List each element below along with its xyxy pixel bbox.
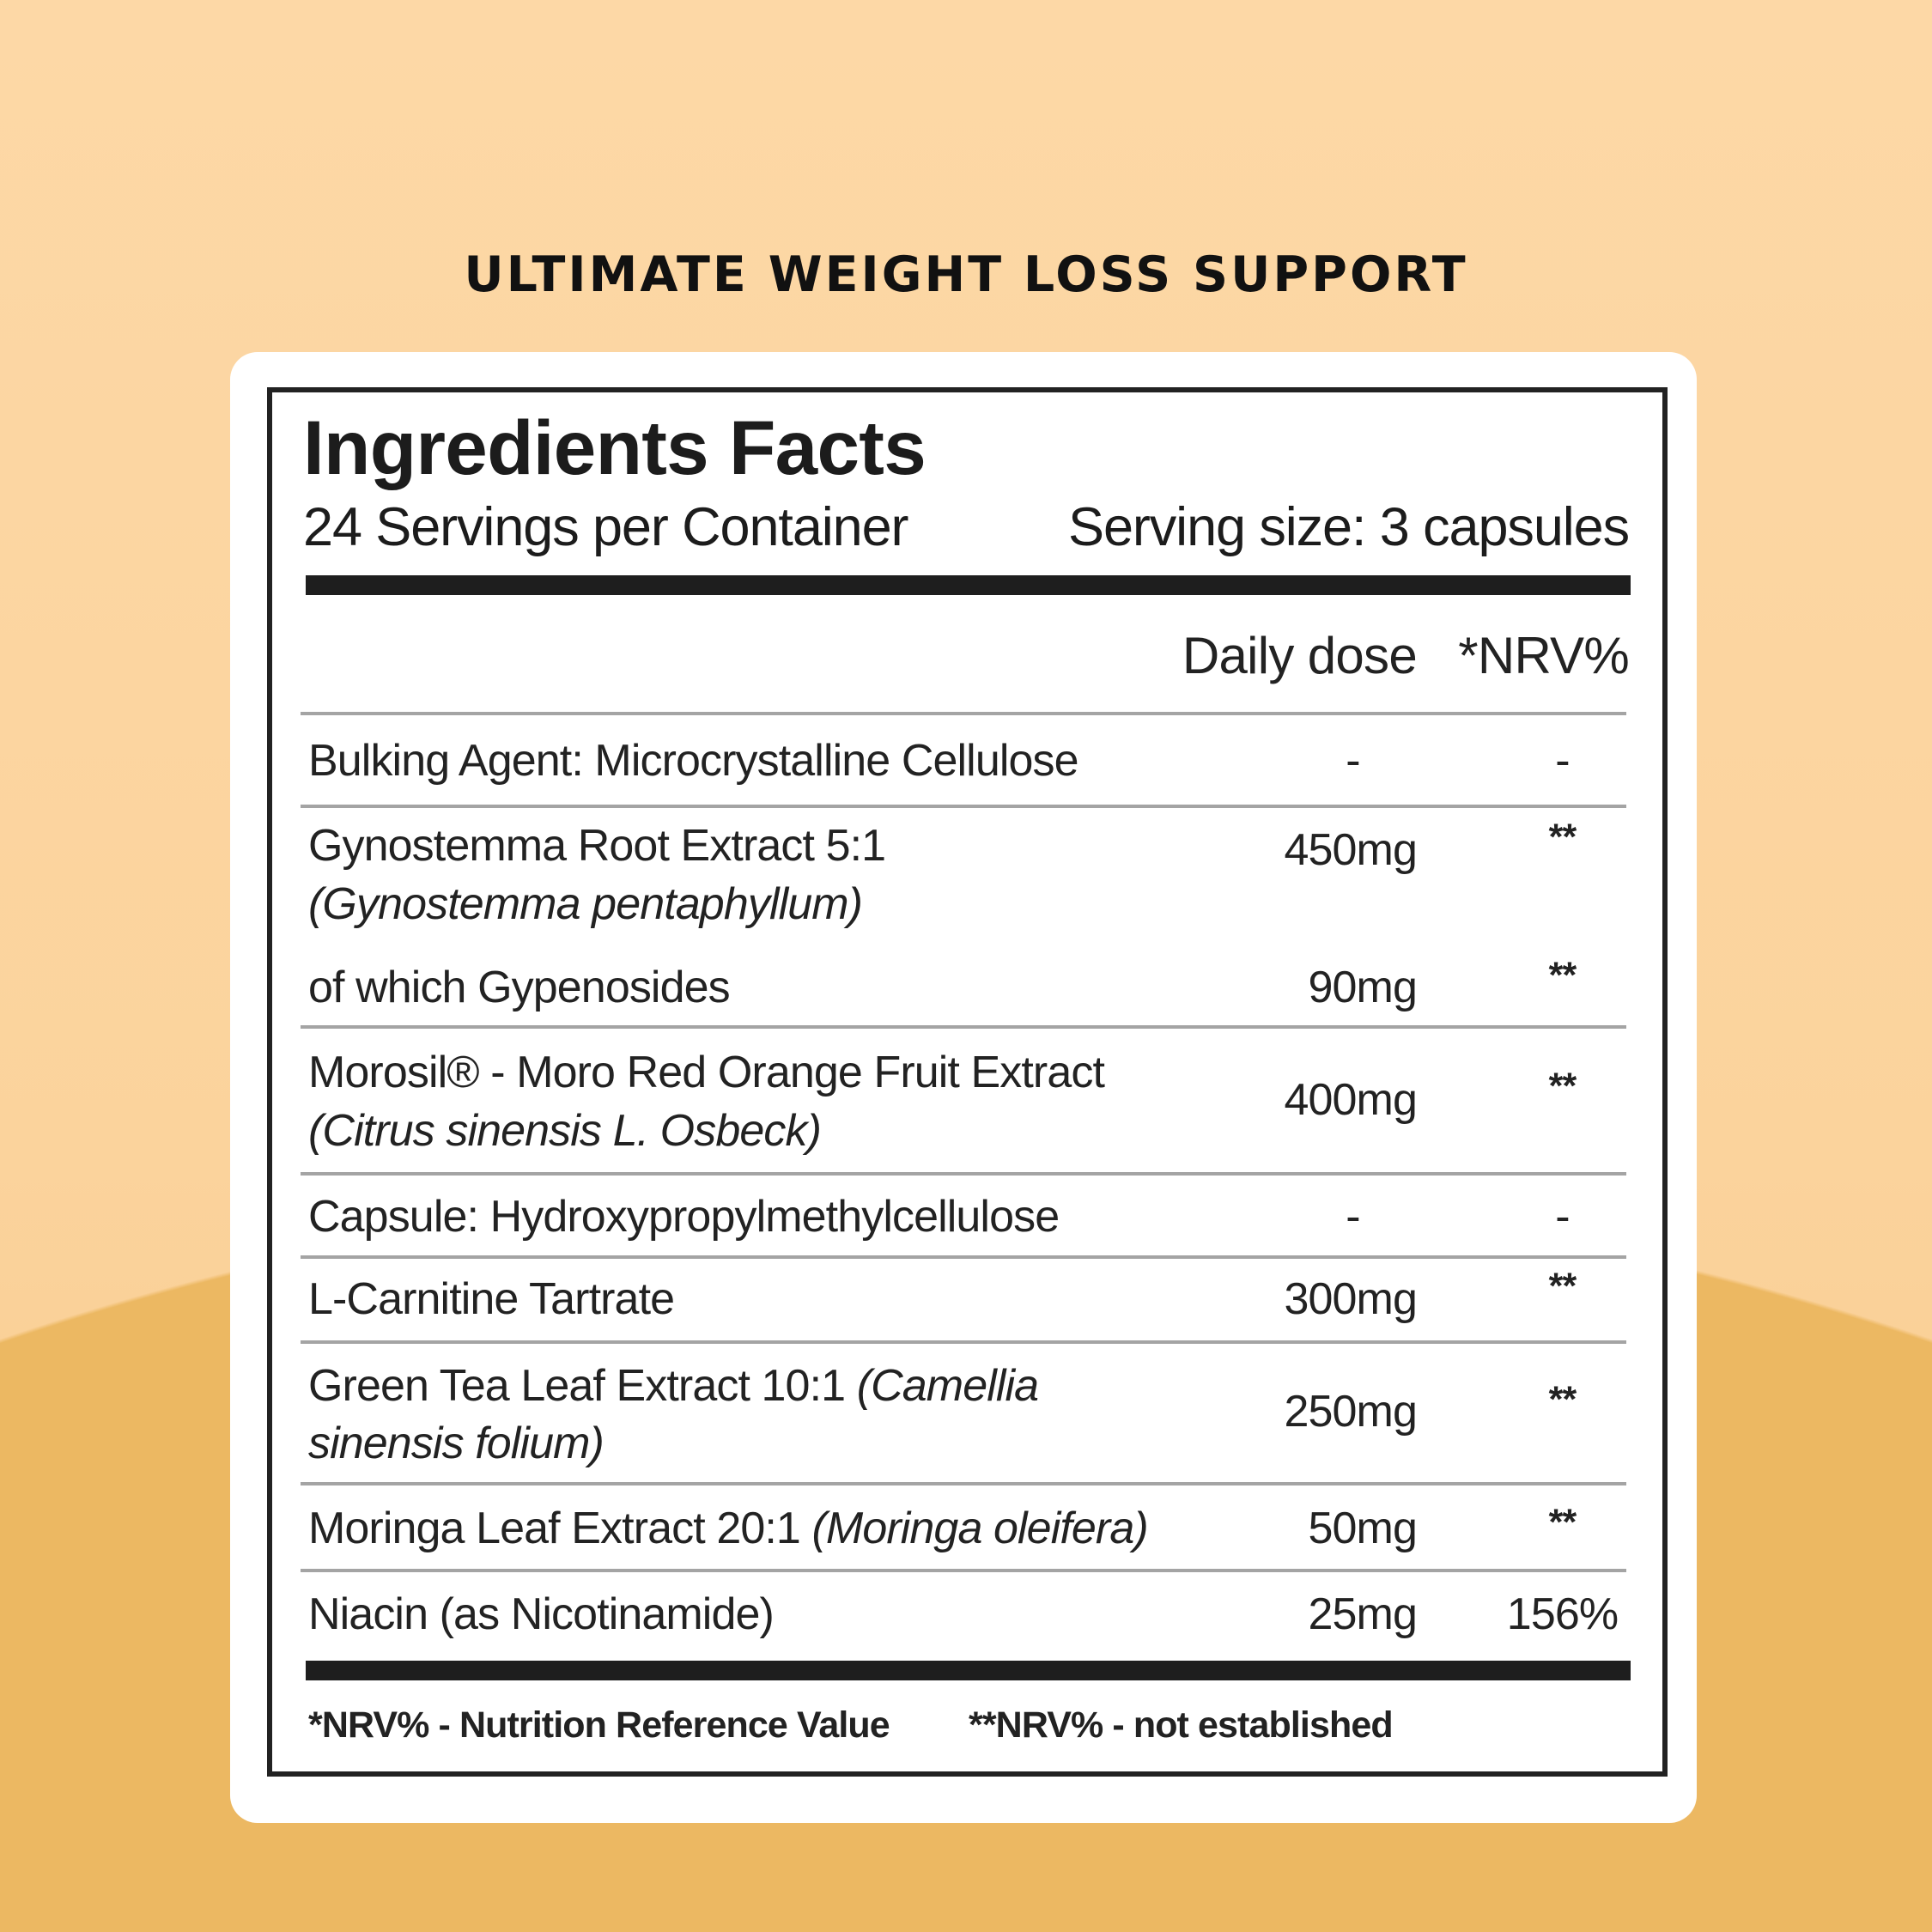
ingredient-nrv: ** <box>1548 1502 1577 1543</box>
ingredient-dose: 90mg <box>1308 963 1418 1012</box>
ingredient-latin-name: sinensis folium) <box>308 1419 605 1468</box>
ingredient-latin-name: (Citrus sinensis L. Osbeck) <box>308 1106 822 1156</box>
divider <box>301 1569 1626 1572</box>
ingredient-dose: 25mg <box>1308 1589 1418 1639</box>
label-card <box>230 352 1697 1823</box>
ingredient-name: of which Gypenosides <box>308 963 731 1012</box>
ingredient-nrv: ** <box>1548 1066 1577 1107</box>
divider <box>301 712 1626 715</box>
divider <box>301 1340 1626 1344</box>
ingredient-dose: 300mg <box>1284 1274 1418 1324</box>
ingredient-dose: 250mg <box>1284 1387 1418 1437</box>
ingredient-nrv: ** <box>1548 955 1577 996</box>
ingredient-nrv: - <box>1555 736 1570 786</box>
column-header-dose: Daily dose <box>1182 627 1418 684</box>
ingredient-name: Niacin (as Nicotinamide) <box>308 1589 775 1639</box>
ingredient-name: Bulking Agent: Microcrystalline Cellulos… <box>308 736 1079 786</box>
ingredient-name: Capsule: Hydroxypropylmethylcellulose <box>308 1192 1060 1242</box>
ingredient-dose: - <box>1346 736 1360 786</box>
footnote-not-established: **NRV% - not established <box>969 1704 1394 1746</box>
ingredient-name: Morosil® - Moro Red Orange Fruit Extract <box>308 1048 1105 1097</box>
ingredient-latin-name: (Gynostemma pentaphyllum) <box>308 879 863 929</box>
divider <box>301 1025 1626 1029</box>
ingredient-name-line: Green Tea Leaf Extract 10:1 (Camellia <box>308 1357 1039 1416</box>
divider <box>301 1172 1626 1176</box>
divider <box>301 1482 1626 1485</box>
servings-per-container: 24 Servings per Container <box>303 497 909 557</box>
ingredient-nrv: ** <box>1548 1266 1577 1307</box>
ingredient-dose: 450mg <box>1284 825 1418 875</box>
ingredient-latin-name: (Camellia <box>856 1361 1039 1411</box>
ingredient-dose: 50mg <box>1308 1504 1418 1553</box>
ingredient-nrv: ** <box>1548 1379 1577 1420</box>
ingredient-latin-name: (Moringa oleifera) <box>811 1504 1148 1553</box>
serving-size: Serving size: 3 capsules <box>1068 497 1630 557</box>
divider <box>301 805 1626 808</box>
header-bar <box>306 575 1631 595</box>
column-header-nrv: *NRV% <box>1458 627 1629 684</box>
footnote-nrv: *NRV% - Nutrition Reference Value <box>308 1704 890 1746</box>
headline: ULTIMATE WEIGHT LOSS SUPPORT <box>464 246 1468 303</box>
ingredient-name: Moringa Leaf Extract 20:1 <box>308 1504 812 1553</box>
label-border <box>267 387 1668 1777</box>
ingredient-nrv: ** <box>1548 817 1577 858</box>
ingredient-dose: - <box>1346 1192 1360 1242</box>
footer-bar <box>306 1661 1631 1680</box>
ingredient-name-line: Moringa Leaf Extract 20:1 (Moringa oleif… <box>308 1499 1149 1558</box>
ingredient-name: L-Carnitine Tartrate <box>308 1274 675 1324</box>
ingredient-dose: 400mg <box>1284 1075 1418 1125</box>
ingredient-nrv: - <box>1555 1192 1570 1242</box>
ingredient-name: Green Tea Leaf Extract 10:1 <box>308 1361 857 1411</box>
ingredient-name: Gynostemma Root Extract 5:1 <box>308 821 886 871</box>
divider <box>301 1255 1626 1259</box>
label-title: Ingredients Facts <box>303 404 927 490</box>
ingredient-nrv: 156% <box>1506 1589 1619 1639</box>
